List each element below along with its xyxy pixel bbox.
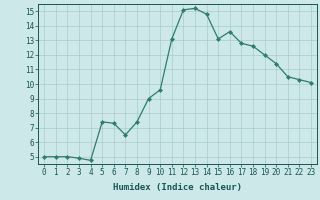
X-axis label: Humidex (Indice chaleur): Humidex (Indice chaleur)	[113, 183, 242, 192]
